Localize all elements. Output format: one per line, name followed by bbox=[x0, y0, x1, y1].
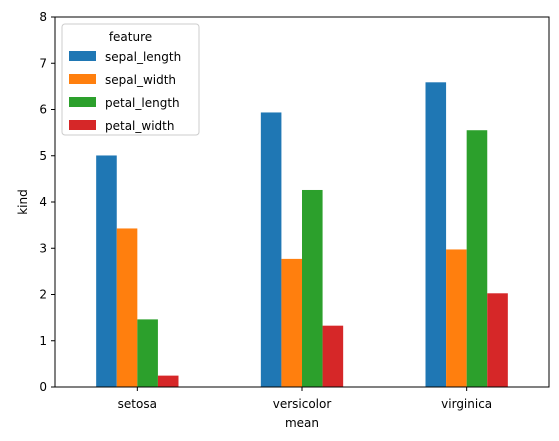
y-axis-label: kind bbox=[16, 189, 30, 215]
legend-title: feature bbox=[109, 30, 152, 44]
legend-label-petal_length: petal_length bbox=[105, 96, 180, 110]
y-axis: 0 1 2 3 4 5 6 7 8 bbox=[39, 10, 55, 394]
legend-box bbox=[61, 23, 200, 136]
y-tick-label: 1 bbox=[39, 334, 47, 348]
bar-sepal_width-setosa bbox=[116, 228, 138, 387]
bar-petal_width-versicolor bbox=[322, 325, 344, 387]
legend-swatch-sepal_length bbox=[69, 51, 96, 61]
x-tick-label: virginica bbox=[441, 397, 492, 411]
x-tick-label: versicolor bbox=[273, 397, 332, 411]
bar-petal_length-setosa bbox=[137, 319, 158, 387]
y-tick-label: 2 bbox=[39, 288, 47, 302]
bar-petal_width-virginica bbox=[487, 293, 508, 387]
x-tick-label: setosa bbox=[118, 397, 157, 411]
y-tick-label: 6 bbox=[39, 103, 47, 117]
legend-label-sepal_width: sepal_width bbox=[105, 73, 176, 87]
bar-sepal_length-setosa bbox=[96, 155, 117, 387]
y-tick-label: 3 bbox=[39, 241, 47, 255]
legend-swatch-sepal_width bbox=[69, 74, 96, 84]
legend: feature sepal_length sepal_width petal_leng… bbox=[61, 23, 200, 136]
bar-sepal_width-versicolor bbox=[281, 258, 302, 387]
x-axis-label: mean bbox=[285, 416, 319, 430]
bars-group bbox=[96, 82, 508, 388]
bar-sepal_width-virginica bbox=[446, 249, 467, 387]
y-tick-label: 0 bbox=[39, 380, 47, 394]
bar-petal_length-virginica bbox=[466, 130, 488, 387]
legend-label-petal_width: petal_width bbox=[105, 119, 174, 133]
legend-swatch-petal_width bbox=[69, 120, 96, 130]
bar-petal_length-versicolor bbox=[302, 189, 323, 387]
legend-label-sepal_length: sepal_length bbox=[105, 50, 181, 64]
x-axis: setosa versicolor virginica bbox=[118, 387, 492, 411]
bar-petal_width-setosa bbox=[157, 375, 179, 387]
y-tick-label: 5 bbox=[39, 149, 47, 163]
bar-sepal_length-virginica bbox=[425, 82, 447, 388]
bar-sepal_length-versicolor bbox=[260, 112, 282, 388]
y-tick-label: 7 bbox=[39, 56, 47, 70]
y-tick-label: 8 bbox=[39, 10, 47, 24]
y-tick-label: 4 bbox=[39, 195, 47, 209]
legend-swatch-petal_length bbox=[69, 97, 96, 107]
